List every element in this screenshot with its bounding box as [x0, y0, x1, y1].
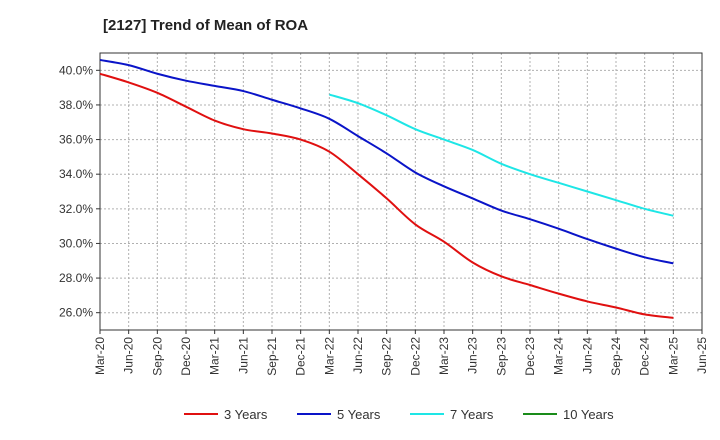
legend-label-5-years: 5 Years: [337, 407, 381, 422]
x-tick-label: Mar-22: [322, 337, 336, 375]
y-tick-label: 28.0%: [59, 271, 93, 285]
x-tick-label: Sep-21: [265, 337, 279, 376]
x-tick-label: Jun-21: [236, 337, 250, 374]
y-axis: 26.0% 28.0% 30.0% 32.0% 34.0% 36.0% 38.0% 40.0%: [59, 63, 100, 320]
x-tick-label: Sep-24: [609, 337, 623, 376]
x-axis: Mar-20 Jun-20 Sep-20 Dec-20 Mar-21 Jun-21 Sep-…: [93, 330, 709, 376]
y-tick-label: 30.0%: [59, 236, 93, 250]
series-line-3-years: [99, 72, 674, 319]
x-tick-label: Mar-25: [666, 337, 680, 375]
x-tick-label: Sep-20: [150, 337, 164, 376]
y-tick-label: 26.0%: [59, 306, 93, 320]
legend: 3 Years 5 Years 7 Years 10 Years: [184, 407, 614, 422]
x-tick-label: Dec-20: [179, 337, 193, 376]
y-tick-label: 32.0%: [59, 202, 93, 216]
plot-frame: [99, 52, 703, 331]
x-tick-label: Jun-22: [351, 337, 365, 374]
series-lines: [99, 58, 674, 319]
x-tick-label: Jun-25: [695, 337, 709, 374]
x-tick-label: Jun-24: [580, 337, 594, 374]
x-tick-label: Dec-23: [523, 337, 537, 376]
x-tick-label: Dec-22: [408, 337, 422, 376]
x-tick-label: Dec-24: [638, 337, 652, 376]
y-tick-label: 38.0%: [59, 98, 93, 112]
x-tick-label: Sep-23: [494, 337, 508, 376]
x-tick-label: Dec-21: [294, 337, 308, 376]
x-tick-label: Mar-24: [552, 337, 566, 375]
x-tick-label: Sep-22: [380, 337, 394, 376]
legend-label-7-years: 7 Years: [450, 407, 494, 422]
x-tick-label: Mar-20: [93, 337, 107, 375]
x-tick-label: Mar-23: [437, 337, 451, 375]
y-tick-label: 34.0%: [59, 167, 93, 181]
y-tick-label: 40.0%: [59, 63, 93, 77]
series-line-7-years: [329, 93, 674, 217]
legend-label-3-years: 3 Years: [224, 407, 268, 422]
x-tick-label: Mar-21: [208, 337, 222, 375]
grid: [100, 53, 702, 330]
chart-title: [2127] Trend of Mean of ROA: [103, 17, 308, 34]
y-tick-label: 36.0%: [59, 133, 93, 147]
series-line-5-years: [99, 58, 674, 265]
x-tick-label: Jun-20: [122, 337, 136, 374]
x-tick-label: Jun-23: [466, 337, 480, 374]
legend-label-10-years: 10 Years: [563, 407, 614, 422]
